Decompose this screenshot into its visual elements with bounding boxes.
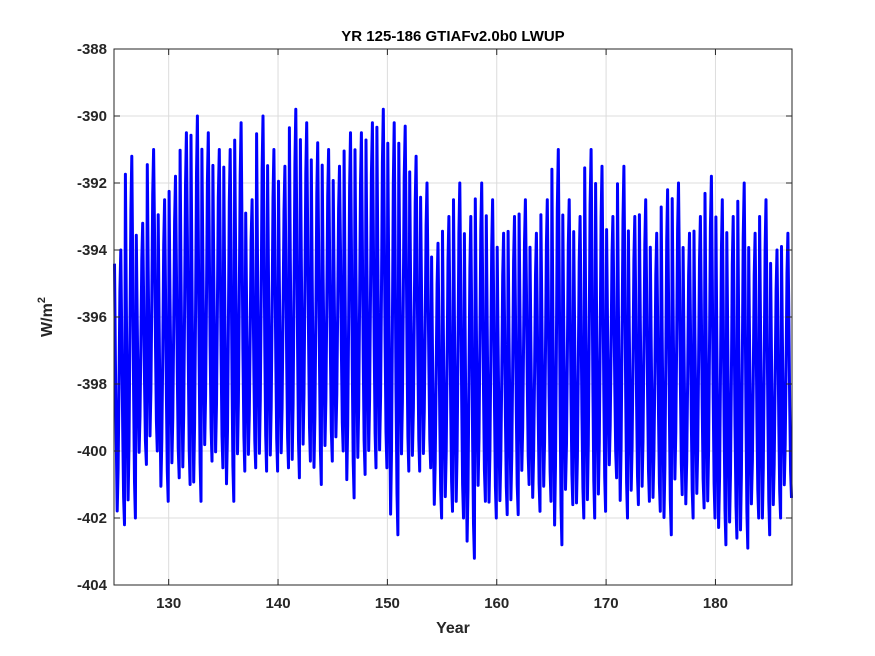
x-tick-label: 140: [266, 595, 291, 612]
y-tick-label: -396: [77, 309, 107, 326]
x-tick-label: 180: [703, 595, 728, 612]
y-axis-title-text: W/m: [39, 303, 56, 337]
x-tick-label: 130: [156, 595, 181, 612]
y-tick-label: -404: [77, 577, 108, 594]
y-tick-label: -388: [77, 41, 107, 58]
y-tick-label: -402: [77, 510, 107, 527]
chart-title: YR 125-186 GTIAFv2.0b0 LWUP: [341, 28, 564, 45]
y-axis-title-superscript: 2: [36, 297, 48, 303]
x-tick-label: 170: [594, 595, 619, 612]
series-line: [113, 107, 793, 560]
y-tick-label: -398: [77, 376, 107, 393]
y-tick-labels: -404 -402 -400 -398 -396 -394 -392 -390 -388: [77, 41, 108, 594]
data-series: [113, 107, 793, 560]
x-tick-label: 150: [375, 595, 400, 612]
x-tick-labels: 130 140 150 160 170 180: [156, 595, 728, 612]
y-tick-label: -392: [77, 175, 107, 192]
y-tick-label: -400: [77, 443, 107, 460]
tick-marks: [114, 48, 792, 586]
x-axis-title: Year: [436, 620, 470, 637]
y-tick-label: -394: [77, 242, 108, 259]
y-axis-title: W/m2: [36, 297, 56, 337]
x-tick-label: 160: [484, 595, 509, 612]
y-tick-label: -390: [77, 108, 107, 125]
